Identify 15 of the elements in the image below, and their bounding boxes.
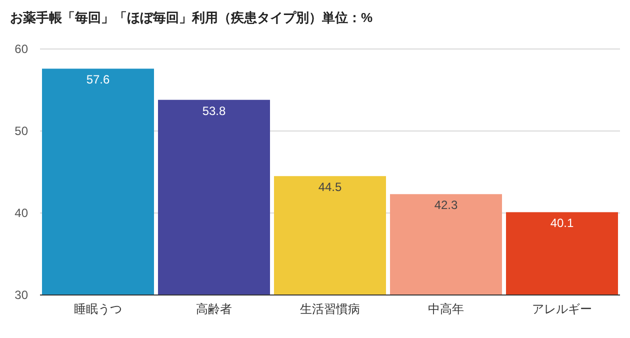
x-tick-label: 中高年 (428, 302, 464, 316)
x-tick-label: 高齢者 (196, 302, 232, 316)
x-tick-label: 生活習慣病 (300, 302, 360, 316)
y-tick-label: 30 (14, 288, 28, 302)
chart-title: お薬手帳「毎回」「ほぼ毎回」利用（疾患タイプ別）単位：% (10, 10, 373, 25)
y-tick-label: 50 (14, 124, 28, 138)
data-label: 53.8 (202, 104, 226, 118)
x-tick-label: アレルギー (532, 302, 592, 316)
data-label: 44.5 (318, 180, 342, 194)
data-label: 57.6 (86, 72, 110, 87)
x-tick-label: 睡眠うつ (74, 302, 122, 316)
y-tick-label: 40 (14, 206, 28, 220)
y-tick-label: 60 (14, 42, 28, 56)
data-label: 40.1 (550, 216, 574, 230)
data-label: 42.3 (434, 198, 458, 212)
